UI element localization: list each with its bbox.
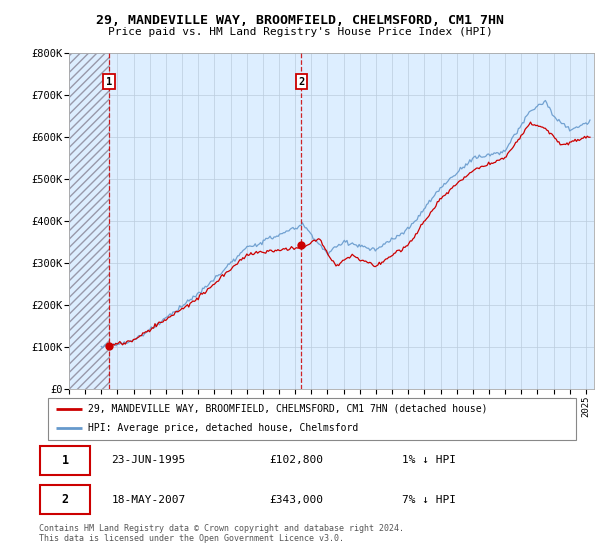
Text: 1: 1 xyxy=(106,77,112,87)
Text: 29, MANDEVILLE WAY, BROOMFIELD, CHELMSFORD, CM1 7HN: 29, MANDEVILLE WAY, BROOMFIELD, CHELMSFO… xyxy=(96,14,504,27)
Text: 29, MANDEVILLE WAY, BROOMFIELD, CHELMSFORD, CM1 7HN (detached house): 29, MANDEVILLE WAY, BROOMFIELD, CHELMSFO… xyxy=(88,404,487,414)
FancyBboxPatch shape xyxy=(40,485,90,514)
Text: 23-JUN-1995: 23-JUN-1995 xyxy=(112,455,185,465)
Text: 1% ↓ HPI: 1% ↓ HPI xyxy=(402,455,456,465)
Text: Price paid vs. HM Land Registry's House Price Index (HPI): Price paid vs. HM Land Registry's House … xyxy=(107,27,493,37)
Text: £343,000: £343,000 xyxy=(270,494,324,505)
Bar xyxy=(69,53,109,389)
Text: £102,800: £102,800 xyxy=(270,455,324,465)
FancyBboxPatch shape xyxy=(40,446,90,475)
Text: 18-MAY-2007: 18-MAY-2007 xyxy=(112,494,185,505)
Text: 2: 2 xyxy=(298,77,304,87)
FancyBboxPatch shape xyxy=(48,398,576,440)
Text: 7% ↓ HPI: 7% ↓ HPI xyxy=(402,494,456,505)
Text: HPI: Average price, detached house, Chelmsford: HPI: Average price, detached house, Chel… xyxy=(88,423,358,433)
Text: 1: 1 xyxy=(62,454,69,467)
Text: Contains HM Land Registry data © Crown copyright and database right 2024.
This d: Contains HM Land Registry data © Crown c… xyxy=(39,524,404,543)
Text: 2: 2 xyxy=(62,493,69,506)
